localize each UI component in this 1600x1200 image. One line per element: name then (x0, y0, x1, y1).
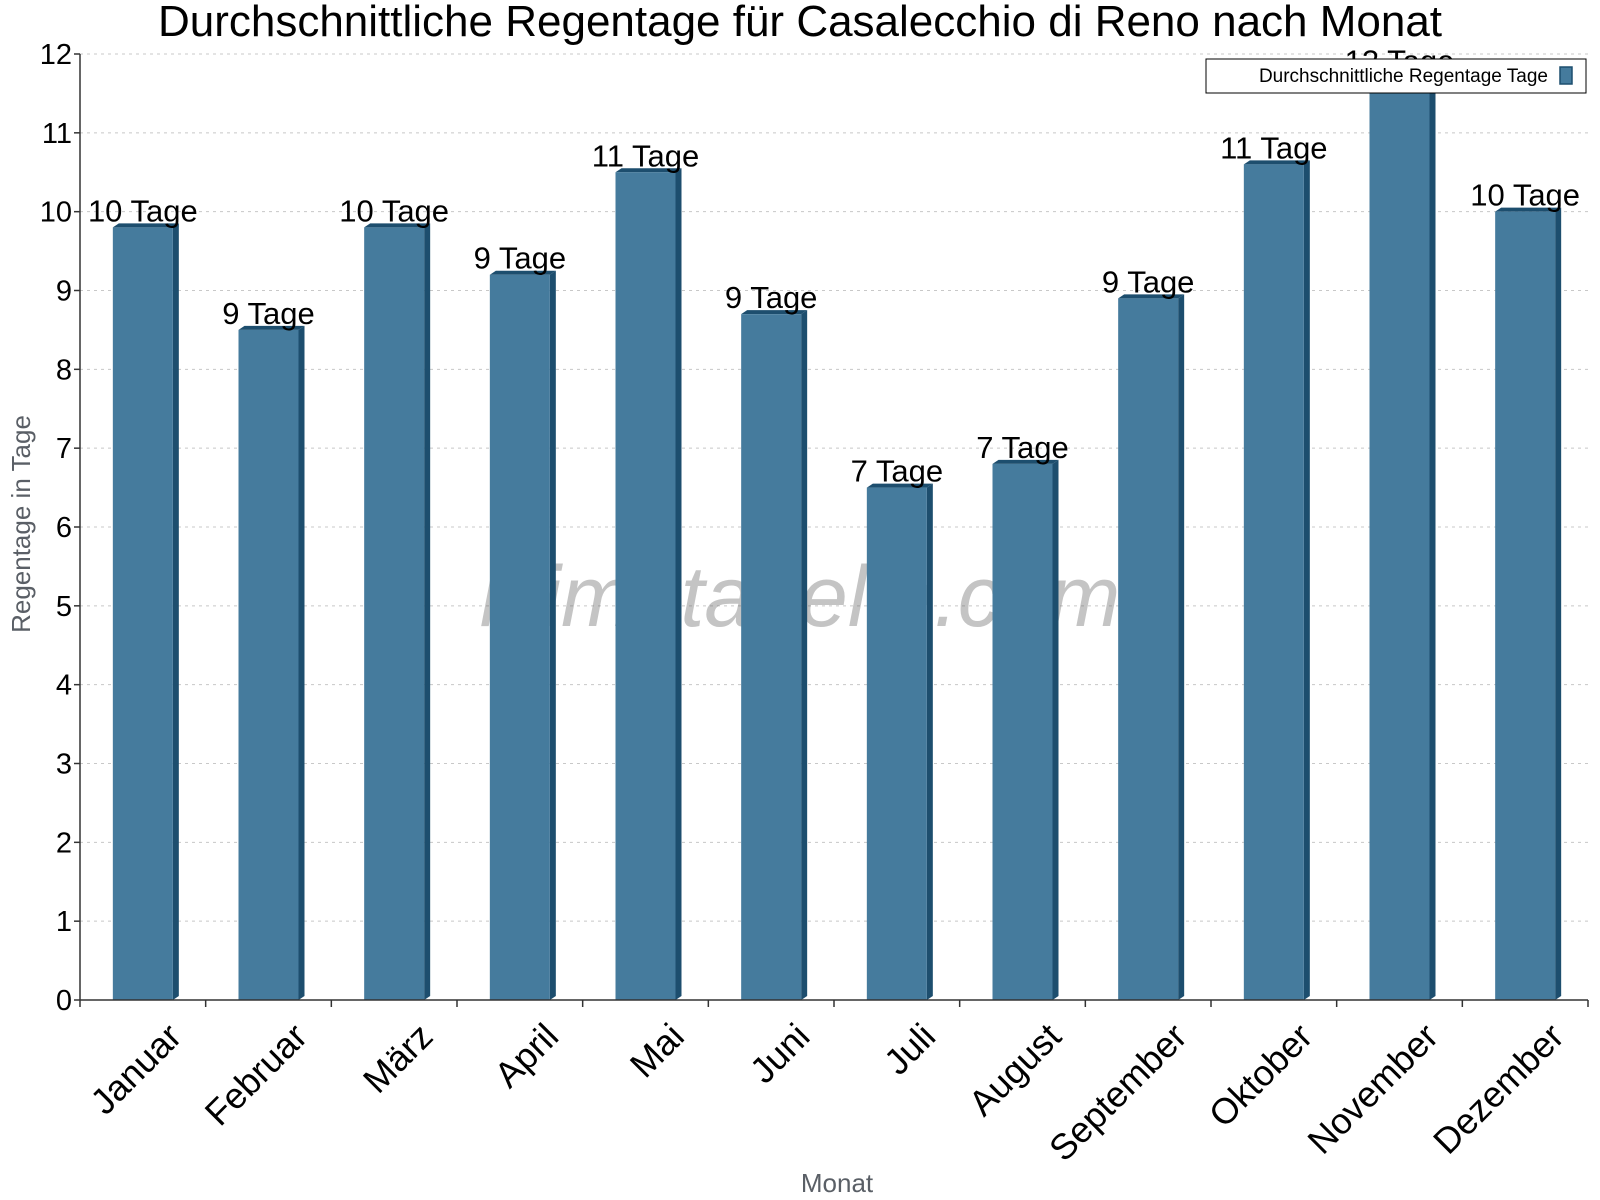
bar-top (615, 168, 682, 173)
y-tick-label: 5 (56, 591, 72, 623)
data-label: 9 Tage (725, 280, 818, 315)
bar-front (1369, 77, 1430, 1000)
x-tick-label: März (355, 1015, 441, 1101)
x-tick-label: Dezember (1425, 1015, 1571, 1161)
bar-front (1243, 164, 1304, 1000)
bar-top (1495, 207, 1562, 212)
bar-1 (112, 223, 179, 1000)
bar-5 (615, 168, 682, 1000)
legend-swatch (1559, 66, 1573, 85)
x-tick-label: September (1041, 1015, 1195, 1169)
data-label: 9 Tage (222, 296, 315, 331)
data-label: 9 Tage (474, 241, 567, 276)
bar-side (675, 168, 682, 1000)
bars (112, 73, 1562, 1001)
bar-side (298, 325, 305, 1001)
bar-front (866, 487, 927, 1000)
legend: Durchschnittliche Regentage Tage (1205, 58, 1587, 94)
bar-side (801, 310, 808, 1000)
data-label: 10 Tage (88, 193, 198, 228)
data-label: 7 Tage (976, 430, 1069, 465)
data-label: 11 Tage (592, 138, 699, 173)
data-label: 10 Tage (1470, 178, 1580, 213)
bar-side (549, 270, 556, 1000)
x-tick-label: Mai (622, 1015, 692, 1085)
x-axis-label: Monat (801, 1168, 874, 1198)
y-tick-label: 4 (56, 670, 72, 702)
y-tick-label: 0 (56, 985, 72, 1017)
y-tick-label: 10 (40, 197, 72, 229)
y-tick-label: 3 (56, 749, 72, 781)
data-label: 11 Tage (1220, 130, 1327, 165)
bar-side (1052, 459, 1059, 1000)
bar-9 (1118, 294, 1185, 1001)
bar-top (741, 310, 808, 315)
chart-title: Durchschnittliche Regentage für Casalecc… (158, 0, 1442, 46)
legend-label: Durchschnittliche Regentage Tage (1259, 66, 1548, 87)
y-tick-label: 11 (42, 118, 72, 150)
x-tick-label: Juli (876, 1015, 943, 1082)
y-tick-label: 2 (56, 827, 72, 859)
bar-12 (1495, 207, 1562, 1000)
y-tick-label: 1 (56, 906, 72, 938)
bar-front (615, 172, 676, 1000)
data-labels: 10 Tage 9 Tage 10 Tage 9 Tage 11 Tage 9 Tage 7… (88, 44, 1580, 489)
bar-top (1243, 160, 1310, 165)
bar-front (238, 329, 299, 1001)
bar-top (364, 223, 431, 228)
bar-top (112, 223, 179, 228)
bar-side (172, 223, 179, 1000)
x-tick-label: Juni (742, 1015, 818, 1091)
bar-top (866, 483, 933, 488)
x-tick-labels: Januar Februar März April Mai Juni Juli AugustS… (82, 1015, 1571, 1169)
bar-11 (1369, 73, 1436, 1000)
bar-top (238, 325, 305, 330)
bar-front (364, 227, 425, 1000)
bar-side (1555, 207, 1562, 1000)
data-label: 7 Tage (851, 454, 944, 489)
x-tick-label: Oktober (1201, 1015, 1321, 1135)
bar-front (1118, 298, 1179, 1001)
bar-side (1429, 73, 1436, 1000)
y-tick-label: 7 (56, 433, 72, 465)
x-tick-label: Januar (82, 1015, 189, 1122)
bar-4 (489, 270, 556, 1000)
x-tick-label: Februar (197, 1015, 315, 1133)
x-tick-label: April (486, 1015, 566, 1095)
bar-front (992, 463, 1053, 1000)
data-label: 10 Tage (339, 193, 449, 228)
bar-side (1178, 294, 1185, 1001)
bar-6 (741, 310, 808, 1000)
bar-side (926, 483, 933, 1000)
data-label: 9 Tage (1102, 264, 1195, 299)
y-tick-label: 9 (56, 276, 72, 308)
bar-2 (238, 325, 305, 1001)
legend-box (1205, 58, 1587, 94)
bar-top (992, 459, 1059, 464)
bar-top (1118, 294, 1185, 299)
bar-front (489, 274, 550, 1000)
bar-front (112, 227, 173, 1000)
bar-10 (1243, 160, 1310, 1000)
bar-front (741, 314, 802, 1000)
bar-side (424, 223, 431, 1000)
x-tick-label: November (1299, 1015, 1445, 1161)
bar-7 (866, 483, 933, 1000)
grid-lines (80, 53, 1588, 922)
y-tick-label: 8 (56, 354, 72, 386)
bar-8 (992, 459, 1059, 1000)
bar-3 (364, 223, 431, 1000)
x-tick-label: August (961, 1015, 1069, 1123)
bar-side (1303, 160, 1310, 1000)
y-axis-label: Regentage in Tage (6, 415, 36, 633)
bar-front (1495, 211, 1556, 1000)
y-tick-label: 6 (56, 512, 72, 544)
axes (74, 53, 1589, 1007)
y-tick-label: 12 (40, 39, 72, 71)
bar-top (489, 270, 556, 275)
